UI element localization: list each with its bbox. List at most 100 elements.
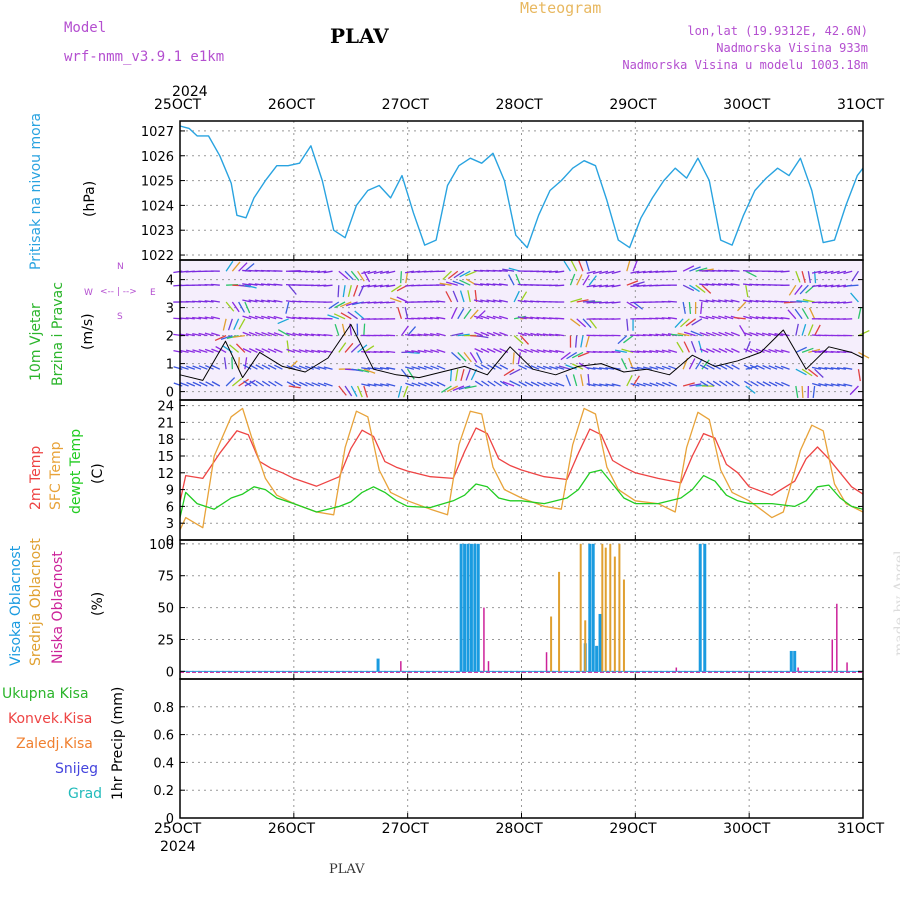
wind-barb <box>649 333 659 337</box>
wind-barb <box>761 316 771 320</box>
wind-barb <box>630 350 640 354</box>
wind-barb <box>338 270 349 280</box>
wind-barb <box>555 349 565 354</box>
wind-barb <box>273 299 283 303</box>
cloud-bar-cloud_high <box>476 543 480 672</box>
wind-barb <box>724 348 734 353</box>
wind-barb <box>733 316 746 320</box>
wind-barb <box>737 301 747 312</box>
wind-barb <box>812 382 822 387</box>
wind-barb <box>636 270 646 274</box>
wind-barb <box>705 315 715 320</box>
wind-barb <box>836 284 847 288</box>
wind-barb <box>292 348 302 354</box>
wind-barb <box>436 332 446 337</box>
wind-barb <box>192 365 202 370</box>
wind-barb <box>430 365 440 370</box>
wind-barb <box>225 301 235 312</box>
wind-barb <box>198 381 208 387</box>
wind-barb <box>261 331 271 337</box>
wind-barb <box>363 368 376 374</box>
wind-barb <box>611 383 621 387</box>
wind-barb <box>288 284 297 295</box>
wind-barb <box>794 308 803 320</box>
wind-barb <box>662 381 671 387</box>
wind-barb <box>391 284 402 293</box>
wind-barb <box>699 348 709 353</box>
wind-barb <box>701 359 710 370</box>
wind-barb <box>411 382 421 387</box>
wind-barb <box>286 316 296 320</box>
wind-barb <box>801 308 809 320</box>
wind-barb <box>340 301 352 308</box>
wind-barb <box>745 365 758 370</box>
cloud-bar-cloud_high <box>588 543 592 672</box>
cloud-bar-cloud_mid <box>622 579 625 672</box>
wind-barb <box>352 284 359 297</box>
wind-barb <box>718 348 728 353</box>
wind-barb <box>517 299 527 303</box>
wind-barb <box>768 332 778 337</box>
wind-barb <box>565 364 577 370</box>
wind-barb <box>274 364 283 370</box>
wind-barb <box>304 270 314 273</box>
wind-barb <box>317 366 327 370</box>
wind-barb <box>323 366 333 370</box>
wind-barb <box>630 270 640 274</box>
wind-barb <box>630 366 640 370</box>
cloud-bar-cloud_high <box>793 650 797 672</box>
wind-barb <box>711 283 721 286</box>
y-tick-label: 0 <box>166 812 174 827</box>
wind-barb <box>649 349 659 354</box>
wind-barb <box>467 290 471 303</box>
wind-barb <box>242 315 252 320</box>
wind-barb <box>560 351 571 361</box>
wind-barb <box>480 348 490 353</box>
wind-barb <box>788 284 797 296</box>
wind-barb <box>429 316 440 320</box>
cloud-bar-cloud_mid <box>550 616 553 672</box>
cloud-bar-cloud_high <box>591 543 595 672</box>
wind-barb <box>379 367 389 370</box>
wind-barb <box>179 365 189 370</box>
wind-barb <box>617 335 628 345</box>
y-tick-label: 0.2 <box>153 784 174 799</box>
wind-barb <box>457 308 465 320</box>
wind-barb <box>386 383 396 387</box>
wind-barb <box>273 348 283 354</box>
y-tick-label: 1025 <box>141 175 174 190</box>
wind-barb <box>192 349 202 354</box>
cloud-bar-cloud_mid <box>613 556 616 672</box>
wind-barb <box>795 346 807 353</box>
wind-barb <box>857 369 861 382</box>
wind-barb <box>794 284 803 296</box>
wind-barb <box>667 270 677 273</box>
wind-barb <box>487 380 496 387</box>
wind-barb <box>386 350 396 354</box>
wind-barb <box>749 299 759 303</box>
wind-barb <box>745 385 756 394</box>
wind-barb <box>843 383 853 387</box>
wind-barb <box>238 318 246 330</box>
cloud-bar-cloud_mid <box>584 620 587 672</box>
wind-barb <box>486 315 496 320</box>
wind-barb <box>502 381 515 387</box>
wind-barb <box>837 270 847 275</box>
wind-barb <box>474 331 484 337</box>
wind-barb <box>445 281 458 286</box>
wind-barb <box>743 364 753 370</box>
wind-barb <box>386 284 396 288</box>
wind-barb <box>536 381 546 387</box>
wind-barb <box>632 281 645 286</box>
wind-barb <box>688 358 696 370</box>
wind-barb <box>317 382 327 387</box>
wind-barb <box>231 301 240 313</box>
wind-barb <box>524 364 534 370</box>
wind-barb <box>655 349 665 354</box>
wind-barb <box>530 316 540 320</box>
wind-barb <box>379 383 390 387</box>
wind-barb <box>801 347 814 354</box>
wind-barb <box>768 316 778 320</box>
wind-barb <box>492 283 502 286</box>
wind-barb <box>642 270 652 274</box>
